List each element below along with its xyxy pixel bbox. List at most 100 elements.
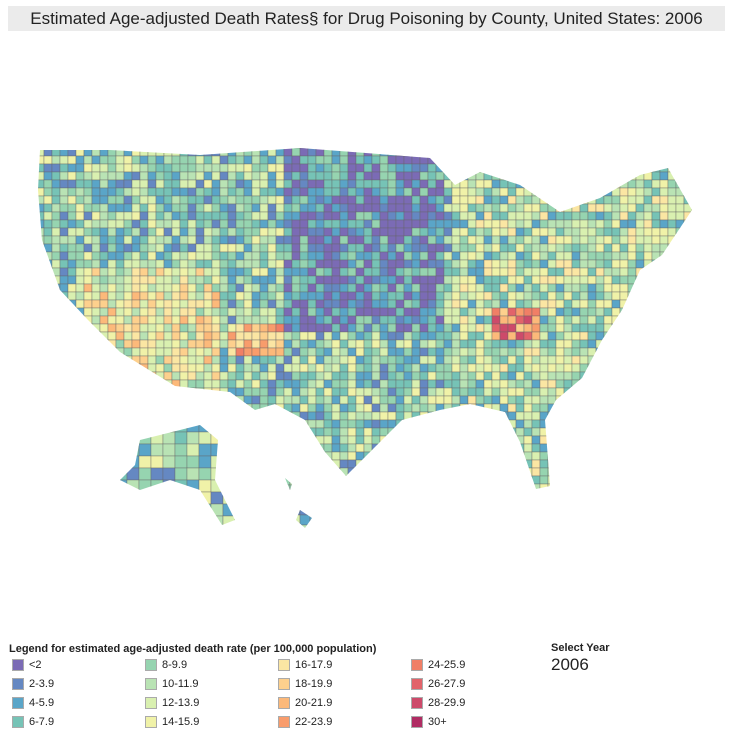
county[interactable]	[403, 371, 413, 381]
county[interactable]	[636, 492, 644, 500]
county[interactable]	[435, 243, 445, 253]
county[interactable]	[643, 140, 653, 149]
county[interactable]	[555, 315, 565, 325]
county[interactable]	[315, 163, 325, 173]
county[interactable]	[36, 315, 45, 325]
county[interactable]	[309, 475, 320, 486]
county[interactable]	[587, 211, 597, 221]
county[interactable]	[43, 347, 53, 357]
county[interactable]	[155, 155, 165, 165]
county[interactable]	[51, 203, 61, 213]
county[interactable]	[259, 371, 269, 381]
county[interactable]	[588, 492, 596, 500]
county[interactable]	[171, 355, 181, 365]
county[interactable]	[571, 155, 581, 165]
county[interactable]	[475, 155, 485, 165]
county[interactable]	[267, 219, 277, 229]
county[interactable]	[595, 355, 605, 365]
county[interactable]	[347, 379, 357, 389]
county[interactable]	[315, 411, 325, 421]
county[interactable]	[174, 491, 188, 505]
county[interactable]	[467, 483, 477, 492]
county[interactable]	[307, 307, 317, 317]
county[interactable]	[75, 395, 85, 405]
county[interactable]	[387, 339, 397, 349]
county[interactable]	[675, 347, 685, 357]
county[interactable]	[331, 195, 341, 205]
county[interactable]	[283, 347, 293, 357]
county[interactable]	[491, 267, 501, 277]
county[interactable]	[275, 179, 285, 189]
county[interactable]	[403, 251, 413, 261]
county[interactable]	[315, 443, 325, 453]
county[interactable]	[67, 211, 77, 221]
county[interactable]	[403, 331, 413, 341]
county[interactable]	[619, 371, 629, 381]
county[interactable]	[587, 427, 597, 437]
county[interactable]	[91, 203, 101, 213]
county[interactable]	[219, 467, 229, 477]
county[interactable]	[627, 179, 637, 189]
county[interactable]	[347, 467, 357, 477]
county[interactable]	[251, 395, 261, 405]
county[interactable]	[75, 291, 85, 301]
county[interactable]	[150, 467, 164, 481]
county[interactable]	[483, 291, 493, 301]
county[interactable]	[491, 251, 501, 261]
county[interactable]	[259, 443, 269, 453]
county[interactable]	[123, 299, 133, 309]
county[interactable]	[280, 514, 291, 526]
county[interactable]	[507, 163, 517, 173]
county[interactable]	[619, 331, 629, 341]
county[interactable]	[243, 323, 253, 333]
county[interactable]	[126, 431, 140, 445]
county[interactable]	[683, 235, 692, 245]
county[interactable]	[187, 387, 197, 397]
county[interactable]	[115, 467, 125, 477]
county[interactable]	[379, 403, 389, 413]
county[interactable]	[627, 243, 637, 253]
county[interactable]	[427, 259, 437, 269]
county[interactable]	[83, 307, 93, 317]
county[interactable]	[459, 451, 469, 461]
county[interactable]	[291, 427, 301, 437]
county[interactable]	[187, 267, 197, 277]
county[interactable]	[339, 259, 349, 269]
county[interactable]	[475, 467, 485, 477]
county[interactable]	[627, 235, 637, 245]
county[interactable]	[83, 483, 93, 492]
county[interactable]	[186, 455, 200, 469]
county[interactable]	[651, 435, 661, 445]
county[interactable]	[123, 291, 133, 301]
county[interactable]	[459, 387, 469, 397]
county[interactable]	[683, 140, 692, 149]
county[interactable]	[467, 299, 477, 309]
county[interactable]	[323, 315, 333, 325]
county[interactable]	[379, 307, 389, 317]
county[interactable]	[155, 283, 165, 293]
county[interactable]	[155, 179, 165, 189]
county[interactable]	[443, 347, 453, 357]
county[interactable]	[635, 140, 645, 149]
county[interactable]	[611, 411, 621, 421]
county[interactable]	[435, 435, 445, 445]
county[interactable]	[563, 323, 573, 333]
county[interactable]	[395, 299, 405, 309]
county[interactable]	[267, 227, 277, 237]
county[interactable]	[315, 307, 325, 317]
county[interactable]	[635, 347, 645, 357]
county[interactable]	[155, 299, 165, 309]
county[interactable]	[299, 435, 309, 445]
county[interactable]	[243, 459, 253, 469]
county[interactable]	[291, 275, 301, 285]
county[interactable]	[395, 283, 405, 293]
county[interactable]	[163, 347, 173, 357]
county[interactable]	[147, 203, 157, 213]
county[interactable]	[507, 148, 517, 157]
county[interactable]	[475, 331, 485, 341]
county[interactable]	[363, 395, 373, 405]
county[interactable]	[315, 371, 325, 381]
county[interactable]	[75, 195, 85, 205]
county[interactable]	[243, 403, 253, 413]
county[interactable]	[531, 155, 541, 165]
